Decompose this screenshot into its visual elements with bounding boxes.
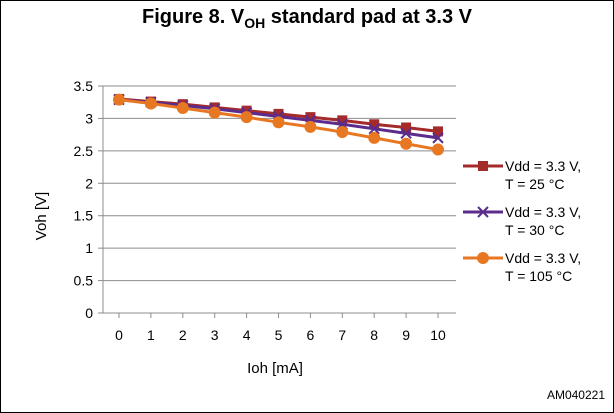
data-point-series-3	[272, 116, 285, 129]
x-axis-label: Ioh [mA]	[247, 360, 303, 377]
legend-label-line2: T = 105 °C	[505, 268, 572, 284]
chart-title-subscript: OH	[244, 15, 265, 31]
data-point-series-3	[304, 120, 317, 133]
y-tick-label: 1	[85, 240, 93, 256]
x-tick-label: 4	[243, 327, 251, 343]
data-point-series-3	[368, 131, 381, 144]
legend-marker-3	[477, 252, 489, 264]
x-tick-label: 10	[430, 327, 446, 343]
x-tick-label: 2	[179, 327, 187, 343]
x-tick-label: 5	[275, 327, 283, 343]
x-marker-stroke	[368, 123, 380, 135]
y-tick-label: 0.5	[74, 273, 94, 289]
x-tick-label: 1	[147, 327, 155, 343]
x-tick-label: 6	[307, 327, 315, 343]
axes: 0 0.5 1 1.5 2 2.5 3 3.5 0 1 2 3 4 5 6 7 8 9 10	[74, 78, 456, 343]
data-point-series-3	[176, 102, 189, 115]
legend-label-line1: Vdd = 3.3 V,	[505, 158, 581, 174]
x-marker-stroke	[432, 132, 444, 144]
legend: Vdd = 3.3 V, T = 25 °C Vdd = 3.3 V, T = 30 …	[463, 158, 581, 284]
x-tick-label: 3	[211, 327, 219, 343]
data-point-series-1	[305, 112, 316, 123]
data-point-series-3	[208, 106, 221, 119]
data-point-series-3	[336, 126, 349, 139]
data-point-series-3	[144, 97, 157, 110]
y-axis-label: Voh [V]	[33, 192, 50, 240]
legend-marker-1	[478, 161, 488, 171]
y-tick-label: 3.5	[74, 78, 94, 94]
data-point-series-3	[240, 111, 253, 124]
x-tick-label: 7	[338, 327, 346, 343]
reference-code: AM040221	[547, 388, 605, 402]
chart-title: Figure 8. VOH standard pad at 3.3 V	[142, 6, 473, 31]
legend-label-line2: T = 25 °C	[505, 176, 564, 192]
data-point-series-2	[368, 123, 380, 135]
data-point-series-1	[273, 108, 284, 119]
y-tick-label: 2.5	[74, 143, 94, 159]
legend-label-line1: Vdd = 3.3 V,	[505, 250, 581, 266]
x-tick-label: 0	[115, 327, 123, 343]
data-point-series-1	[337, 115, 348, 126]
data-point-series-2	[432, 132, 444, 144]
chart-title-main: Figure 8. V	[142, 6, 245, 28]
x-tick-label: 9	[402, 327, 410, 343]
data-point-series-2	[400, 127, 412, 140]
chart-title-rest: standard pad at 3.3 V	[265, 6, 472, 28]
legend-label-line1: Vdd = 3.3 V,	[505, 204, 581, 220]
y-tick-label: 0	[85, 305, 93, 321]
series-lines	[113, 93, 444, 156]
data-point-series-1	[433, 126, 443, 137]
legend-label-line2: T = 30 °C	[505, 222, 564, 238]
x-marker-stroke	[477, 206, 489, 218]
data-point-series-3	[113, 93, 125, 106]
y-tick-label: 1.5	[74, 208, 94, 224]
data-point-series-1	[241, 105, 252, 116]
x-tick-label: 8	[370, 327, 378, 343]
x-marker-stroke	[400, 127, 412, 140]
data-point-series-1	[369, 119, 380, 130]
y-tick-label: 3	[85, 110, 93, 126]
data-point-series-3	[432, 143, 444, 156]
legend-marker-2	[477, 206, 489, 218]
y-tick-label: 2	[85, 175, 93, 191]
data-point-series-1	[401, 122, 412, 133]
data-point-series-3	[400, 137, 413, 150]
